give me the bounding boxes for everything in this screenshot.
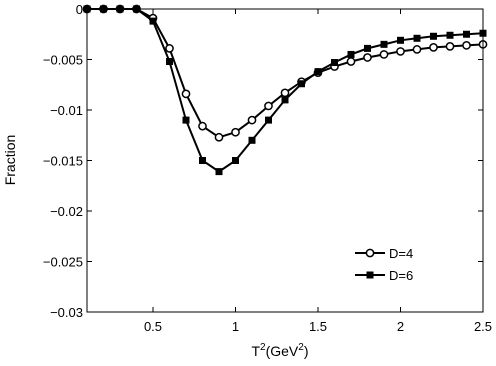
data-point (182, 116, 190, 124)
legend-marker (366, 271, 374, 279)
data-point (264, 101, 273, 111)
legend-item-D=6: D=6 (355, 268, 413, 283)
y-tick-label: −0.03 (50, 305, 83, 320)
data-point (413, 34, 421, 42)
data-point (231, 127, 240, 137)
y-tick-label: −0.025 (43, 255, 83, 270)
data-point (396, 47, 405, 56)
data-point (165, 44, 174, 53)
legend-label: D=4 (389, 246, 413, 261)
data-point (314, 68, 322, 76)
data-point (214, 132, 224, 142)
data-point (331, 59, 338, 67)
x-tick-label: 2.5 (474, 319, 492, 334)
x-tick-label: 2 (397, 319, 404, 334)
data-point (445, 42, 455, 51)
data-point (232, 157, 239, 164)
data-point (430, 32, 437, 40)
data-point (379, 50, 389, 59)
x-tick-label: 1 (232, 319, 239, 334)
data-point (298, 80, 305, 88)
y-tick-label: −0.02 (50, 204, 83, 219)
x-tick-label: 1.5 (309, 319, 327, 334)
data-point (166, 58, 173, 66)
data-point (429, 43, 438, 52)
y-axis-label: Fraction (2, 135, 18, 186)
y-tick-label: −0.005 (43, 53, 83, 68)
data-point (364, 44, 371, 52)
data-point (462, 41, 471, 50)
data-point (198, 121, 207, 131)
data-point (446, 31, 454, 39)
y-tick-label: 0 (76, 2, 83, 17)
data-point (281, 96, 289, 104)
data-point (181, 89, 191, 99)
data-point (363, 53, 372, 62)
legend-label: D=6 (389, 268, 413, 283)
data-point (412, 45, 422, 54)
legend: D=4D=6 (350, 236, 432, 284)
data-point (265, 116, 272, 124)
data-point (347, 50, 355, 58)
data-point (397, 36, 404, 44)
legend-item-D=4: D=4 (355, 246, 413, 261)
legend-marker (365, 248, 375, 258)
y-tick-label: −0.015 (43, 154, 83, 169)
y-tick-label: −0.01 (50, 103, 83, 118)
data-point (215, 168, 223, 176)
data-point (247, 115, 257, 125)
data-point (149, 17, 157, 25)
data-point (248, 136, 256, 144)
x-axis-label: T2(GeV2) (251, 342, 308, 359)
data-point (199, 157, 206, 164)
plot-frame (86, 8, 484, 313)
data-point (463, 30, 470, 38)
x-tick-label: 0.5 (144, 319, 162, 334)
data-point (346, 57, 356, 66)
data-point (380, 40, 388, 48)
data-point (280, 88, 290, 98)
